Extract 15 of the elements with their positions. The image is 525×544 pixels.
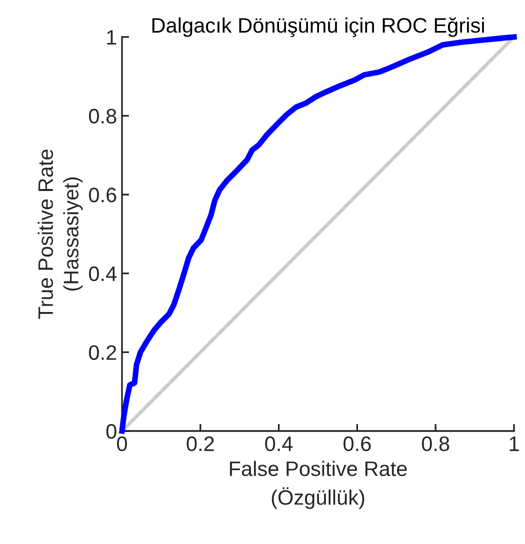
x-tick-label: 0.8 [422, 436, 450, 452]
y-tick-label: 1 [107, 30, 116, 45]
y-tick-label: 0 [106, 424, 116, 439]
x-axis-title: False Positive Rate (Özgüllük) [230, 460, 407, 509]
x-tick-label: 1 [510, 436, 519, 451]
x-tick-label: 0 [117, 436, 127, 452]
y-tick-label: 0.6 [88, 188, 116, 202]
x-tick-label: 0.2 [186, 436, 214, 452]
y-axis-title: True Positive Rate (Hassasiyet) [38, 150, 83, 319]
y-tick-label: 0.2 [88, 345, 116, 360]
y-tick-label: 0.8 [88, 108, 116, 124]
x-tick-label: 0.4 [265, 436, 293, 452]
x-tick-label: 0.6 [344, 436, 371, 452]
chart-title: Dalgacık Dönüşümü için ROC Eğrisi [152, 17, 484, 37]
y-tick-label: 0.4 [88, 266, 117, 282]
